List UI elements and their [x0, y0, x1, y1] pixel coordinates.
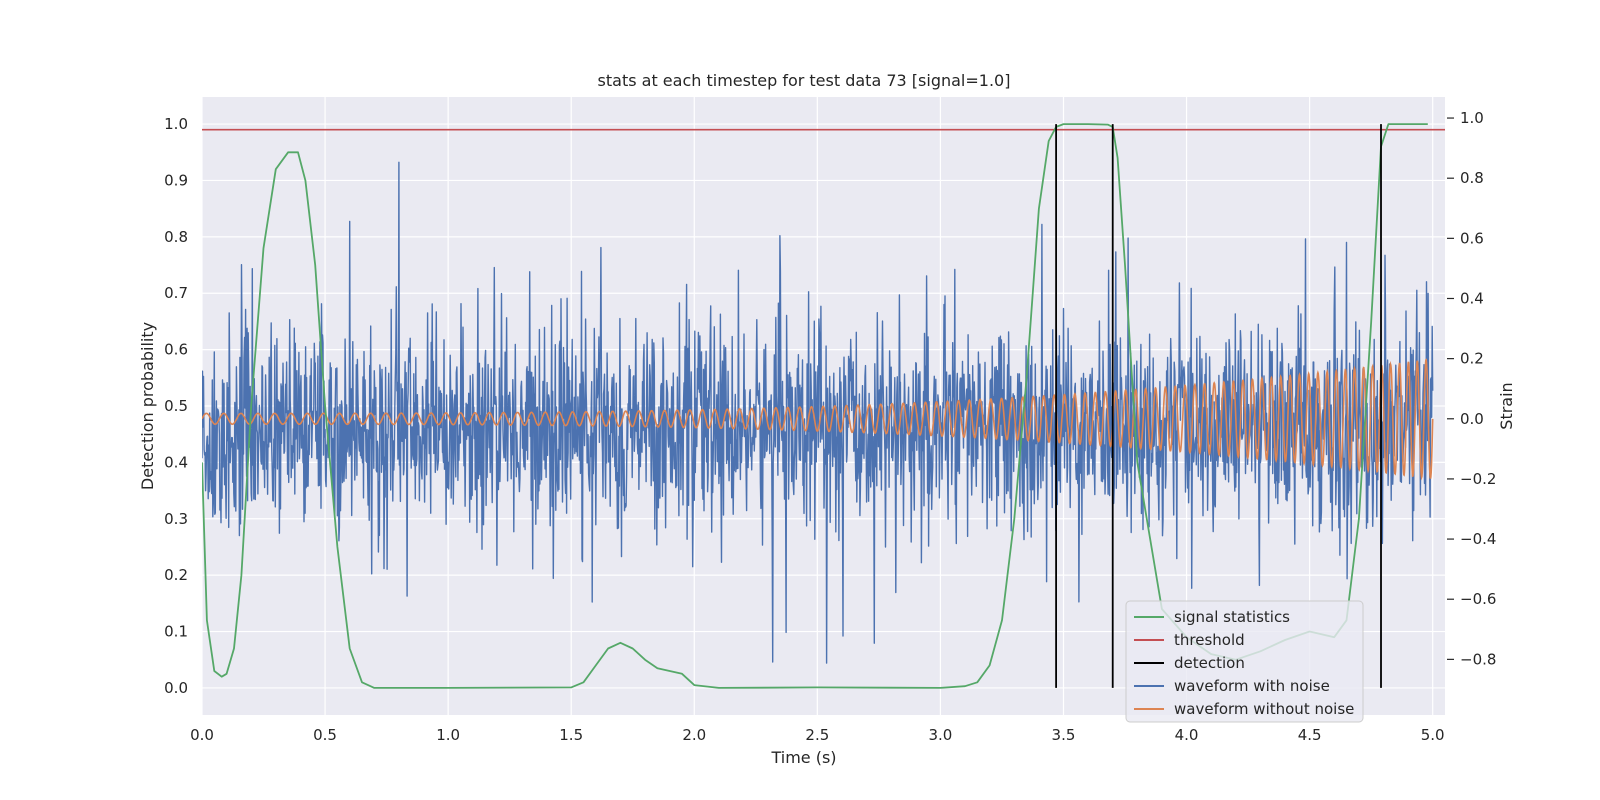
legend-box: [1125, 600, 1364, 723]
y-left-tick-label: 0.5: [164, 397, 188, 415]
series-waveform-without-noise: [202, 358, 1434, 481]
x-tick-label: 3.5: [1052, 726, 1076, 744]
legend: signal statistics threshold detection wavef…: [1125, 600, 1364, 723]
y-right-tick-label: 1.0: [1460, 109, 1484, 127]
y-left-tick-label: 0.3: [164, 510, 188, 528]
y-axis-left-label: Detection probability: [138, 322, 157, 490]
y-left-tick-label: 0.7: [164, 284, 188, 302]
y-left-tick-label: 0.6: [164, 341, 188, 359]
y-left-tick-label: 0.8: [164, 228, 188, 246]
y-right-tick-label: −0.4: [1460, 530, 1496, 548]
y-left-tick-label: 0.1: [164, 623, 188, 641]
legend-label: signal statistics: [1174, 608, 1290, 626]
x-tick-label: 3.0: [928, 726, 952, 744]
legend-label: waveform with noise: [1174, 677, 1330, 695]
y-right-tick-label: 0.2: [1460, 350, 1484, 368]
x-tick-label: 5.0: [1421, 726, 1445, 744]
chart-title: stats at each timestep for test data 73 …: [598, 71, 1011, 90]
y-right-tick-label: 0.0: [1460, 410, 1484, 428]
y-right-tick-label: −0.2: [1460, 470, 1496, 488]
y-left-tick-label: 0.2: [164, 566, 188, 584]
y-right-tick-label: 0.4: [1460, 289, 1484, 307]
y-right-tick-label: −0.8: [1460, 650, 1496, 668]
x-tick-label: 1.5: [559, 726, 583, 744]
legend-label: waveform without noise: [1174, 700, 1354, 718]
y-right-tick-label: −0.6: [1460, 590, 1496, 608]
y-axis-right-label: Strain: [1497, 382, 1516, 429]
legend-label: threshold: [1174, 631, 1245, 649]
tick-labels: 0.0 0.5 1.0 1.5 2.0 2.5 3.0 3.5 4.0 4.5 5.0 0.0 0.1 0…: [164, 109, 1496, 744]
x-axis-label: Time (s): [770, 748, 836, 767]
x-tick-label: 2.5: [805, 726, 829, 744]
legend-label: detection: [1174, 654, 1245, 672]
x-tick-label: 0.0: [190, 726, 214, 744]
y-left-tick-label: 0.4: [164, 453, 188, 471]
y-left-tick-label: 0.0: [164, 679, 188, 697]
series-waveform-with-noise: [202, 161, 1434, 664]
x-tick-label: 4.5: [1298, 726, 1322, 744]
x-tick-label: 0.5: [313, 726, 337, 744]
x-tick-label: 1.0: [436, 726, 460, 744]
x-tick-label: 2.0: [682, 726, 706, 744]
y-left-tick-label: 0.9: [164, 171, 188, 189]
y-right-tick-label: 0.6: [1460, 229, 1484, 247]
y-right-tick-label: 0.8: [1460, 169, 1484, 187]
y-left-tick-label: 1.0: [164, 115, 188, 133]
x-tick-label: 4.0: [1175, 726, 1199, 744]
